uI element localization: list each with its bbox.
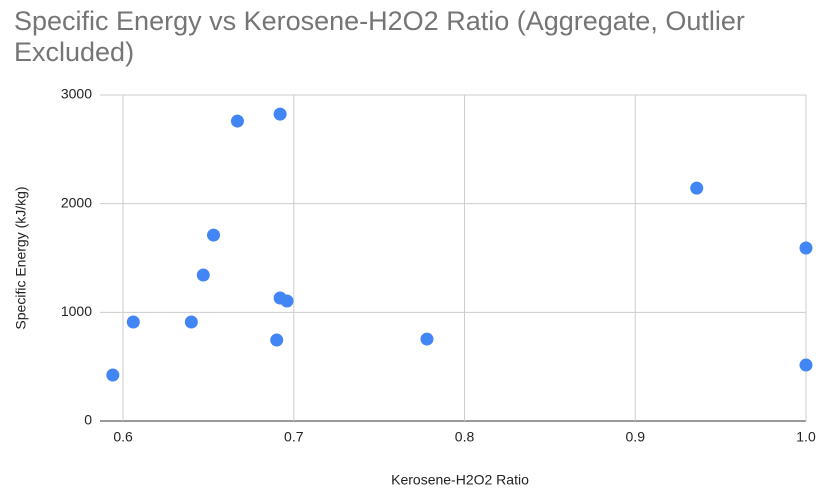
x-tick-label: 0.9 — [626, 429, 646, 445]
scatter-point — [799, 358, 813, 372]
y-axis-label: Specific Energy (kJ/kg) — [13, 186, 29, 329]
scatter-point — [799, 241, 813, 255]
scatter-point — [230, 114, 244, 128]
x-tick-label: 0.8 — [455, 429, 475, 445]
scatter-point — [126, 315, 140, 329]
scatter-point — [690, 181, 704, 195]
scatter-point — [420, 332, 434, 346]
y-tick-label: 1000 — [61, 303, 92, 319]
scatter-point — [270, 333, 284, 347]
scatter-point — [207, 228, 221, 242]
chart-title: Specific Energy vs Kerosene-H2O2 Ratio (… — [14, 6, 745, 67]
y-tick-label: 3000 — [61, 86, 92, 102]
scatter-point — [106, 368, 120, 382]
y-tick-label: 0 — [84, 412, 92, 428]
x-tick-label: 0.7 — [284, 429, 304, 445]
x-axis-label: Kerosene-H2O2 Ratio — [391, 472, 529, 488]
scatter-point — [196, 268, 210, 282]
scatter-point — [280, 294, 294, 308]
x-tick-label: 0.6 — [113, 429, 133, 445]
scatter-point — [273, 107, 287, 121]
y-tick-label: 2000 — [61, 194, 92, 210]
scatter-point — [184, 315, 198, 329]
x-tick-label: 1.0 — [796, 429, 816, 445]
